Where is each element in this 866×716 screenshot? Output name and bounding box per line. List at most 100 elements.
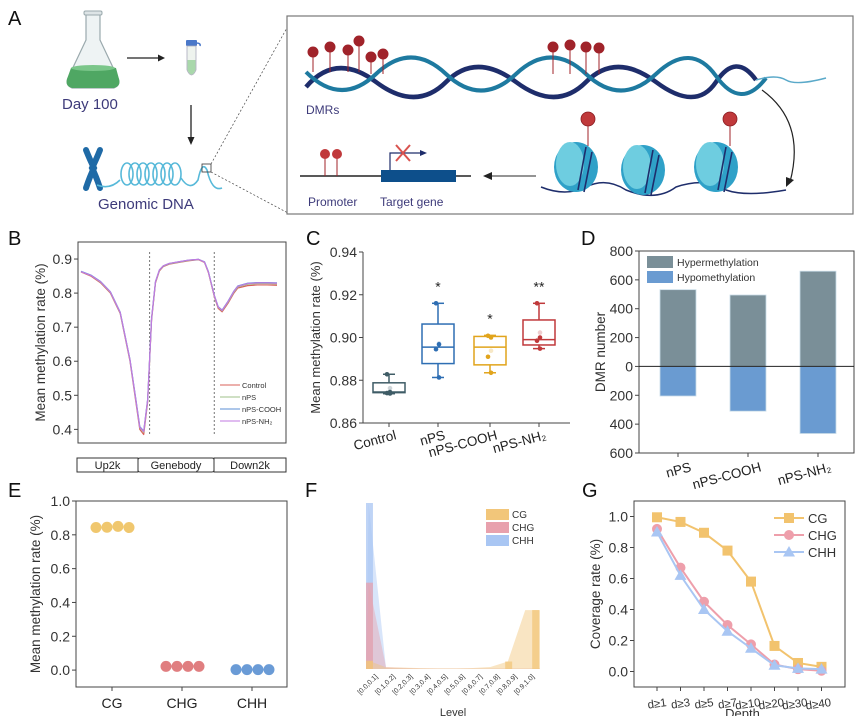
zoom-line-top <box>210 25 289 165</box>
significance-marker: * <box>435 278 441 294</box>
y-tick-label: 0.94 <box>330 244 357 260</box>
x-axis-label: Level <box>440 707 466 716</box>
chart-f-level-distribution: [0.0,0.1][0.1,0.2][0.2,0.3][0.3,0.4][0.4… <box>357 503 540 716</box>
significance-marker: ** <box>534 278 545 294</box>
mean-marker <box>387 385 393 391</box>
data-marker-cg <box>769 640 780 651</box>
y-axis-label: Mean methylation rate (%) <box>33 263 48 421</box>
panel-a-schematic-left <box>66 10 289 214</box>
box <box>473 335 507 366</box>
series-line-cg <box>656 516 822 668</box>
data-marker-chh <box>815 663 828 674</box>
y-tick-label: 1.0 <box>51 493 71 509</box>
data-point <box>485 354 491 360</box>
y-tick-label: 800 <box>610 243 634 259</box>
y-tick-label: 400 <box>610 416 634 432</box>
y-axis-label: Mean methylation rate (%) <box>308 261 323 413</box>
dna-helix-icon <box>304 55 827 100</box>
data-marker-chh <box>768 659 781 670</box>
data-point <box>537 346 543 351</box>
arrow-right-icon <box>127 54 165 62</box>
region-label: Down2k <box>230 460 270 472</box>
genomic-dna-label: Genomic DNA <box>98 196 194 213</box>
plot-frame <box>638 250 855 454</box>
panel-a-letter: A <box>8 8 22 30</box>
dmrs-label: DMRs <box>306 103 340 117</box>
y-tick-label: 200 <box>610 387 634 403</box>
data-marker-chh <box>745 642 757 653</box>
region-label: Genebody <box>151 460 202 472</box>
bar-cg <box>366 660 373 669</box>
data-point <box>537 335 543 340</box>
gene-diagram-icon <box>300 144 471 182</box>
panel-e-letter: E <box>8 480 22 502</box>
legend-marker <box>783 546 795 557</box>
legend-label: CHG <box>512 523 534 534</box>
area-chh <box>366 503 540 669</box>
y-tick-label: 0.4 <box>53 421 73 437</box>
x-tick-label: d≥20 <box>758 697 785 712</box>
data-point-chh <box>230 664 242 676</box>
series-line-chg <box>656 528 822 672</box>
x-axis-label: Depth <box>725 706 760 716</box>
x-tick-label: d≥5 <box>694 697 715 712</box>
x-tick-label: d≥10 <box>734 697 761 712</box>
panel-a-schematic-box <box>286 15 854 215</box>
bar-hypomethylation <box>729 366 767 412</box>
data-marker-chh <box>674 569 687 580</box>
x-tick-label: nPS <box>664 459 693 480</box>
data-marker-chh <box>651 526 663 537</box>
y-tick-label: 0 <box>625 358 633 374</box>
panel-d-letter: D <box>581 228 596 250</box>
bar-cg <box>505 661 513 669</box>
legend-label: nPS-NH₂ <box>242 417 273 426</box>
y-axis-label: Coverage rate (%) <box>588 539 603 649</box>
y-tick-label: 0.4 <box>609 602 629 618</box>
y-axis-label: DMR number <box>593 311 608 392</box>
legend-label: CG <box>808 511 828 526</box>
arrow-left-icon <box>483 172 536 180</box>
data-marker-cg <box>675 516 686 527</box>
bar-hypomethylation <box>799 366 837 434</box>
panel-g-letter: G <box>582 480 598 502</box>
legend-label: CHH <box>512 536 534 547</box>
data-point-cg <box>90 522 102 534</box>
nucleosome-icon <box>540 111 787 196</box>
data-marker-chh <box>792 662 804 673</box>
data-point-cg <box>101 521 113 533</box>
x-tick-label: CG <box>102 695 123 711</box>
y-tick-label: 1.0 <box>609 509 629 525</box>
bar-hypomethylation <box>659 366 697 397</box>
panel-f-letter: F <box>305 480 318 502</box>
legend-label: Hypermethylation <box>677 257 759 269</box>
promoter-label: Promoter <box>308 195 358 209</box>
legend-label: Hypomethylation <box>677 272 755 284</box>
bar-hypermethylation <box>799 270 837 367</box>
legend-label: CG <box>512 510 527 521</box>
bar-cg <box>532 610 540 669</box>
data-point <box>433 346 439 352</box>
y-tick-label: 0.0 <box>51 662 71 678</box>
data-point <box>387 389 393 395</box>
x-tick-label: d≥7 <box>717 697 738 712</box>
y-tick-label: 0.8 <box>53 285 73 301</box>
arrow-down-icon <box>187 105 195 145</box>
data-point-cg <box>112 520 124 532</box>
y-tick-label: 0.2 <box>51 628 71 644</box>
y-tick-label: 0.6 <box>53 353 73 369</box>
chart-b-methylation-profile: 0.4 0.5 0.6 0.7 0.8 0.9 Mean methylation rate … <box>33 241 287 473</box>
x-tick-label: nPS <box>418 427 447 448</box>
legend-swatch <box>647 271 673 283</box>
y-tick-label: 0.5 <box>53 387 73 403</box>
data-point-cg <box>123 522 135 534</box>
region-box <box>213 457 287 473</box>
data-point-chg <box>182 660 194 672</box>
legend-marker <box>784 530 794 540</box>
y-tick-label: 600 <box>610 445 634 461</box>
y-tick-label: 0.6 <box>609 571 629 587</box>
x-tick-label: CHH <box>237 695 267 711</box>
x-tick-label: nPS-NH₂ <box>491 427 548 456</box>
legend-swatch <box>486 535 509 546</box>
data-point <box>436 375 442 380</box>
flask-icon <box>66 10 120 89</box>
